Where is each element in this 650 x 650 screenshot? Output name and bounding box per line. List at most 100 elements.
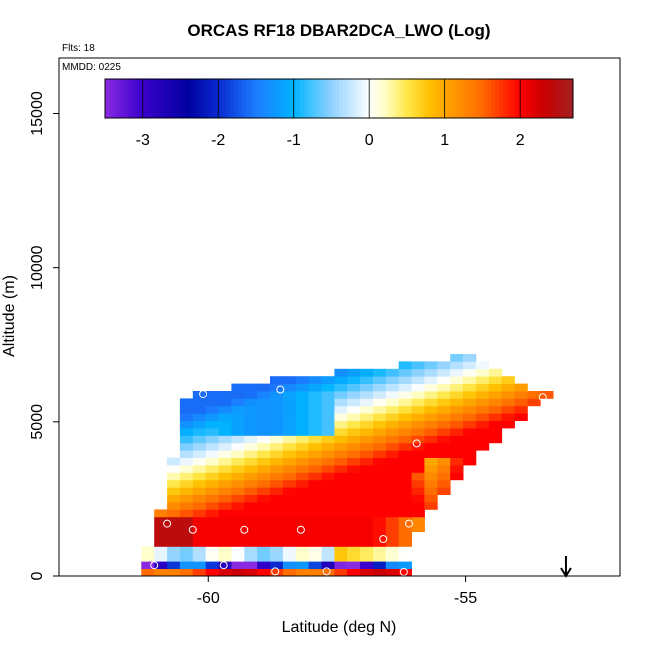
colorbar-swatch <box>498 79 504 118</box>
heatmap-cell <box>154 524 168 532</box>
heatmap-cell <box>257 561 271 569</box>
heatmap-cell <box>334 479 348 488</box>
heatmap-cell <box>192 502 207 510</box>
mmdd-annotation: MMDD: 0225 <box>62 62 121 73</box>
heatmap-cell <box>192 398 207 407</box>
heatmap-cell <box>398 502 412 510</box>
heatmap-cell <box>192 450 207 458</box>
heatmap-cell <box>347 472 361 481</box>
sample-point <box>322 567 331 576</box>
heatmap-cell <box>373 487 387 495</box>
heatmap-cell <box>231 553 245 562</box>
colorbar-swatch <box>487 79 492 118</box>
heatmap-cell <box>373 428 387 436</box>
heatmap-cell <box>463 391 477 399</box>
heatmap-cell <box>167 494 181 503</box>
heatmap-cell <box>360 376 374 384</box>
colorbar-swatch <box>370 79 375 118</box>
heatmap-cell <box>437 472 451 481</box>
heatmap-cell <box>347 383 361 392</box>
heatmap-cell <box>437 376 451 384</box>
colorbar-swatch <box>350 79 356 118</box>
heatmap-cell <box>488 405 503 414</box>
heatmap-cell <box>192 494 207 503</box>
colorbar: -3 -2 -1 0 1 2 <box>104 78 574 149</box>
heatmap-cell <box>167 479 181 488</box>
heatmap-cell <box>398 509 412 518</box>
colorbar-swatch <box>198 79 203 118</box>
sample-point <box>538 393 547 402</box>
heatmap-cell <box>360 428 374 436</box>
heatmap-cell <box>424 391 438 399</box>
heatmap-cell <box>514 405 528 414</box>
heatmap-cell <box>475 442 490 451</box>
heatmap-cell <box>463 368 477 377</box>
heatmap-cell <box>501 383 515 392</box>
heatmap-cell <box>334 516 348 525</box>
heatmap-cell <box>154 546 168 555</box>
heatmap-cell <box>514 398 528 407</box>
heatmap-cell <box>385 502 400 510</box>
heatmap-cell <box>411 465 425 473</box>
heatmap-cell <box>167 553 181 562</box>
heatmap-cell <box>167 568 181 577</box>
colorbar-swatch <box>381 79 387 118</box>
heatmap-cell <box>244 568 258 577</box>
heatmap-cell <box>385 531 400 540</box>
heatmap-cell <box>270 435 284 444</box>
heatmap-cell <box>398 368 412 377</box>
colorbar-tick-label: -3 <box>136 132 150 149</box>
colorbar-swatch <box>420 79 426 118</box>
heatmap-cell <box>411 472 425 481</box>
heatmap-cell <box>514 391 528 399</box>
heatmap-cell <box>475 405 490 414</box>
heatmap-cell <box>270 561 284 569</box>
colorbar-swatch <box>179 79 184 118</box>
heatmap-cell <box>321 457 335 466</box>
colorbar-swatch <box>194 79 200 118</box>
heatmap-cell <box>205 465 219 473</box>
heatmap-cell <box>321 561 335 569</box>
colorbar-swatch <box>319 79 324 118</box>
heatmap-cell <box>308 516 322 525</box>
colorbar-swatch <box>241 79 246 118</box>
heatmap-cell <box>231 428 245 436</box>
heatmap-cell <box>295 561 310 569</box>
colorbar-swatch <box>374 79 379 118</box>
heatmap-cell <box>179 502 194 510</box>
heatmap-cell <box>321 516 335 525</box>
heatmap-cell <box>167 531 181 540</box>
heatmap-cell <box>282 524 297 532</box>
heatmap-cell <box>398 561 412 569</box>
heatmap-cell <box>347 368 361 377</box>
heatmap-cell <box>437 450 451 458</box>
heatmap-cell <box>347 376 361 384</box>
sample-point <box>271 567 280 576</box>
heatmap-cell <box>308 472 322 481</box>
heatmap-cell <box>257 420 271 429</box>
heatmap-cell <box>514 383 528 392</box>
colorbar-frame <box>104 78 574 119</box>
heatmap-cell <box>218 516 232 525</box>
heatmap-cell <box>167 516 181 525</box>
colorbar-swatch <box>210 79 215 118</box>
heatmap-cell <box>270 376 284 384</box>
heatmap-cell <box>463 376 477 384</box>
heatmap-cell <box>218 405 232 414</box>
heatmap-cell <box>308 539 322 547</box>
heatmap-cell <box>231 568 245 577</box>
colorbar-tick-label: 2 <box>516 132 525 149</box>
heatmap-cell <box>179 509 194 518</box>
heatmap-cell <box>398 383 412 392</box>
heatmap-cell <box>360 524 374 532</box>
heatmap-cell <box>373 479 387 488</box>
heatmap-cell <box>218 472 232 481</box>
heatmap-cell <box>334 391 348 399</box>
heatmap-cell <box>167 502 181 510</box>
heatmap-cell <box>488 383 503 392</box>
heatmap-cell <box>192 420 207 429</box>
heatmap-cell <box>295 472 310 481</box>
colorbar-swatch <box>428 79 434 118</box>
heatmap-cell <box>244 494 258 503</box>
heatmap-cell <box>334 376 348 384</box>
